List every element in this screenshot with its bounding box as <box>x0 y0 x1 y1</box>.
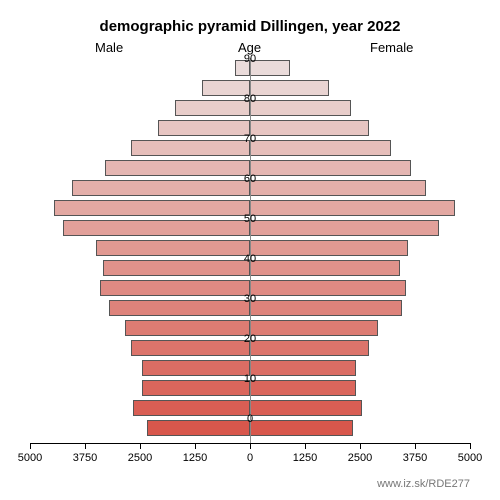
male-bar <box>63 220 250 236</box>
male-bar <box>103 260 250 276</box>
male-bar <box>72 180 250 196</box>
x-tick <box>250 443 251 449</box>
female-bar <box>250 340 369 356</box>
age-tick-label: 30 <box>236 293 264 305</box>
x-tick <box>195 443 196 449</box>
age-tick-label: 0 <box>236 413 264 425</box>
center-axis-line <box>250 58 251 443</box>
age-tick-label: 80 <box>236 93 264 105</box>
male-bar <box>142 380 250 396</box>
male-bar <box>109 300 250 316</box>
female-bar <box>250 280 406 296</box>
x-tick <box>305 443 306 449</box>
age-tick-label: 60 <box>236 173 264 185</box>
male-bar <box>147 420 250 436</box>
chart-title: demographic pyramid Dillingen, year 2022 <box>0 18 500 35</box>
pyramid-chart: demographic pyramid Dillingen, year 2022… <box>0 0 500 500</box>
x-tick-label: 1250 <box>183 452 207 464</box>
female-bar <box>250 260 400 276</box>
x-tick <box>470 443 471 449</box>
age-tick-label: 70 <box>236 133 264 145</box>
male-bar <box>54 200 250 216</box>
x-tick-label: 5000 <box>458 452 482 464</box>
x-tick <box>30 443 31 449</box>
female-bar <box>250 160 411 176</box>
male-bars-region <box>30 58 250 443</box>
age-tick-label: 10 <box>236 373 264 385</box>
female-bar <box>250 300 402 316</box>
female-bar <box>250 200 455 216</box>
x-tick-label: 0 <box>247 452 253 464</box>
male-bar <box>105 160 250 176</box>
female-bar <box>250 180 426 196</box>
x-tick <box>85 443 86 449</box>
male-bar <box>131 140 250 156</box>
x-tick-label: 5000 <box>18 452 42 464</box>
x-tick-label: 3750 <box>73 452 97 464</box>
female-bar <box>250 420 353 436</box>
female-bar <box>250 240 408 256</box>
x-tick <box>415 443 416 449</box>
male-bar <box>100 280 250 296</box>
male-bar <box>133 400 250 416</box>
age-tick-label: 90 <box>236 53 264 65</box>
female-column-label: Female <box>370 40 413 55</box>
female-bar <box>250 320 378 336</box>
source-caption: www.iz.sk/RDE277 <box>377 478 470 490</box>
x-tick <box>140 443 141 449</box>
x-tick <box>360 443 361 449</box>
female-bar <box>250 380 356 396</box>
male-bar <box>125 320 250 336</box>
x-tick-label: 1250 <box>293 452 317 464</box>
age-tick-label: 40 <box>236 253 264 265</box>
female-bar <box>250 220 439 236</box>
female-bar <box>250 400 362 416</box>
male-bar <box>96 240 250 256</box>
male-column-label: Male <box>95 40 123 55</box>
x-tick-label: 2500 <box>348 452 372 464</box>
female-bar <box>250 140 391 156</box>
age-tick-label: 20 <box>236 333 264 345</box>
female-bar <box>250 360 356 376</box>
female-bar <box>250 100 351 116</box>
female-bars-region <box>250 58 470 443</box>
female-bar <box>250 120 369 136</box>
x-tick-label: 2500 <box>128 452 152 464</box>
male-bar <box>142 360 250 376</box>
male-bar <box>131 340 250 356</box>
age-tick-label: 50 <box>236 213 264 225</box>
x-tick-label: 3750 <box>403 452 427 464</box>
